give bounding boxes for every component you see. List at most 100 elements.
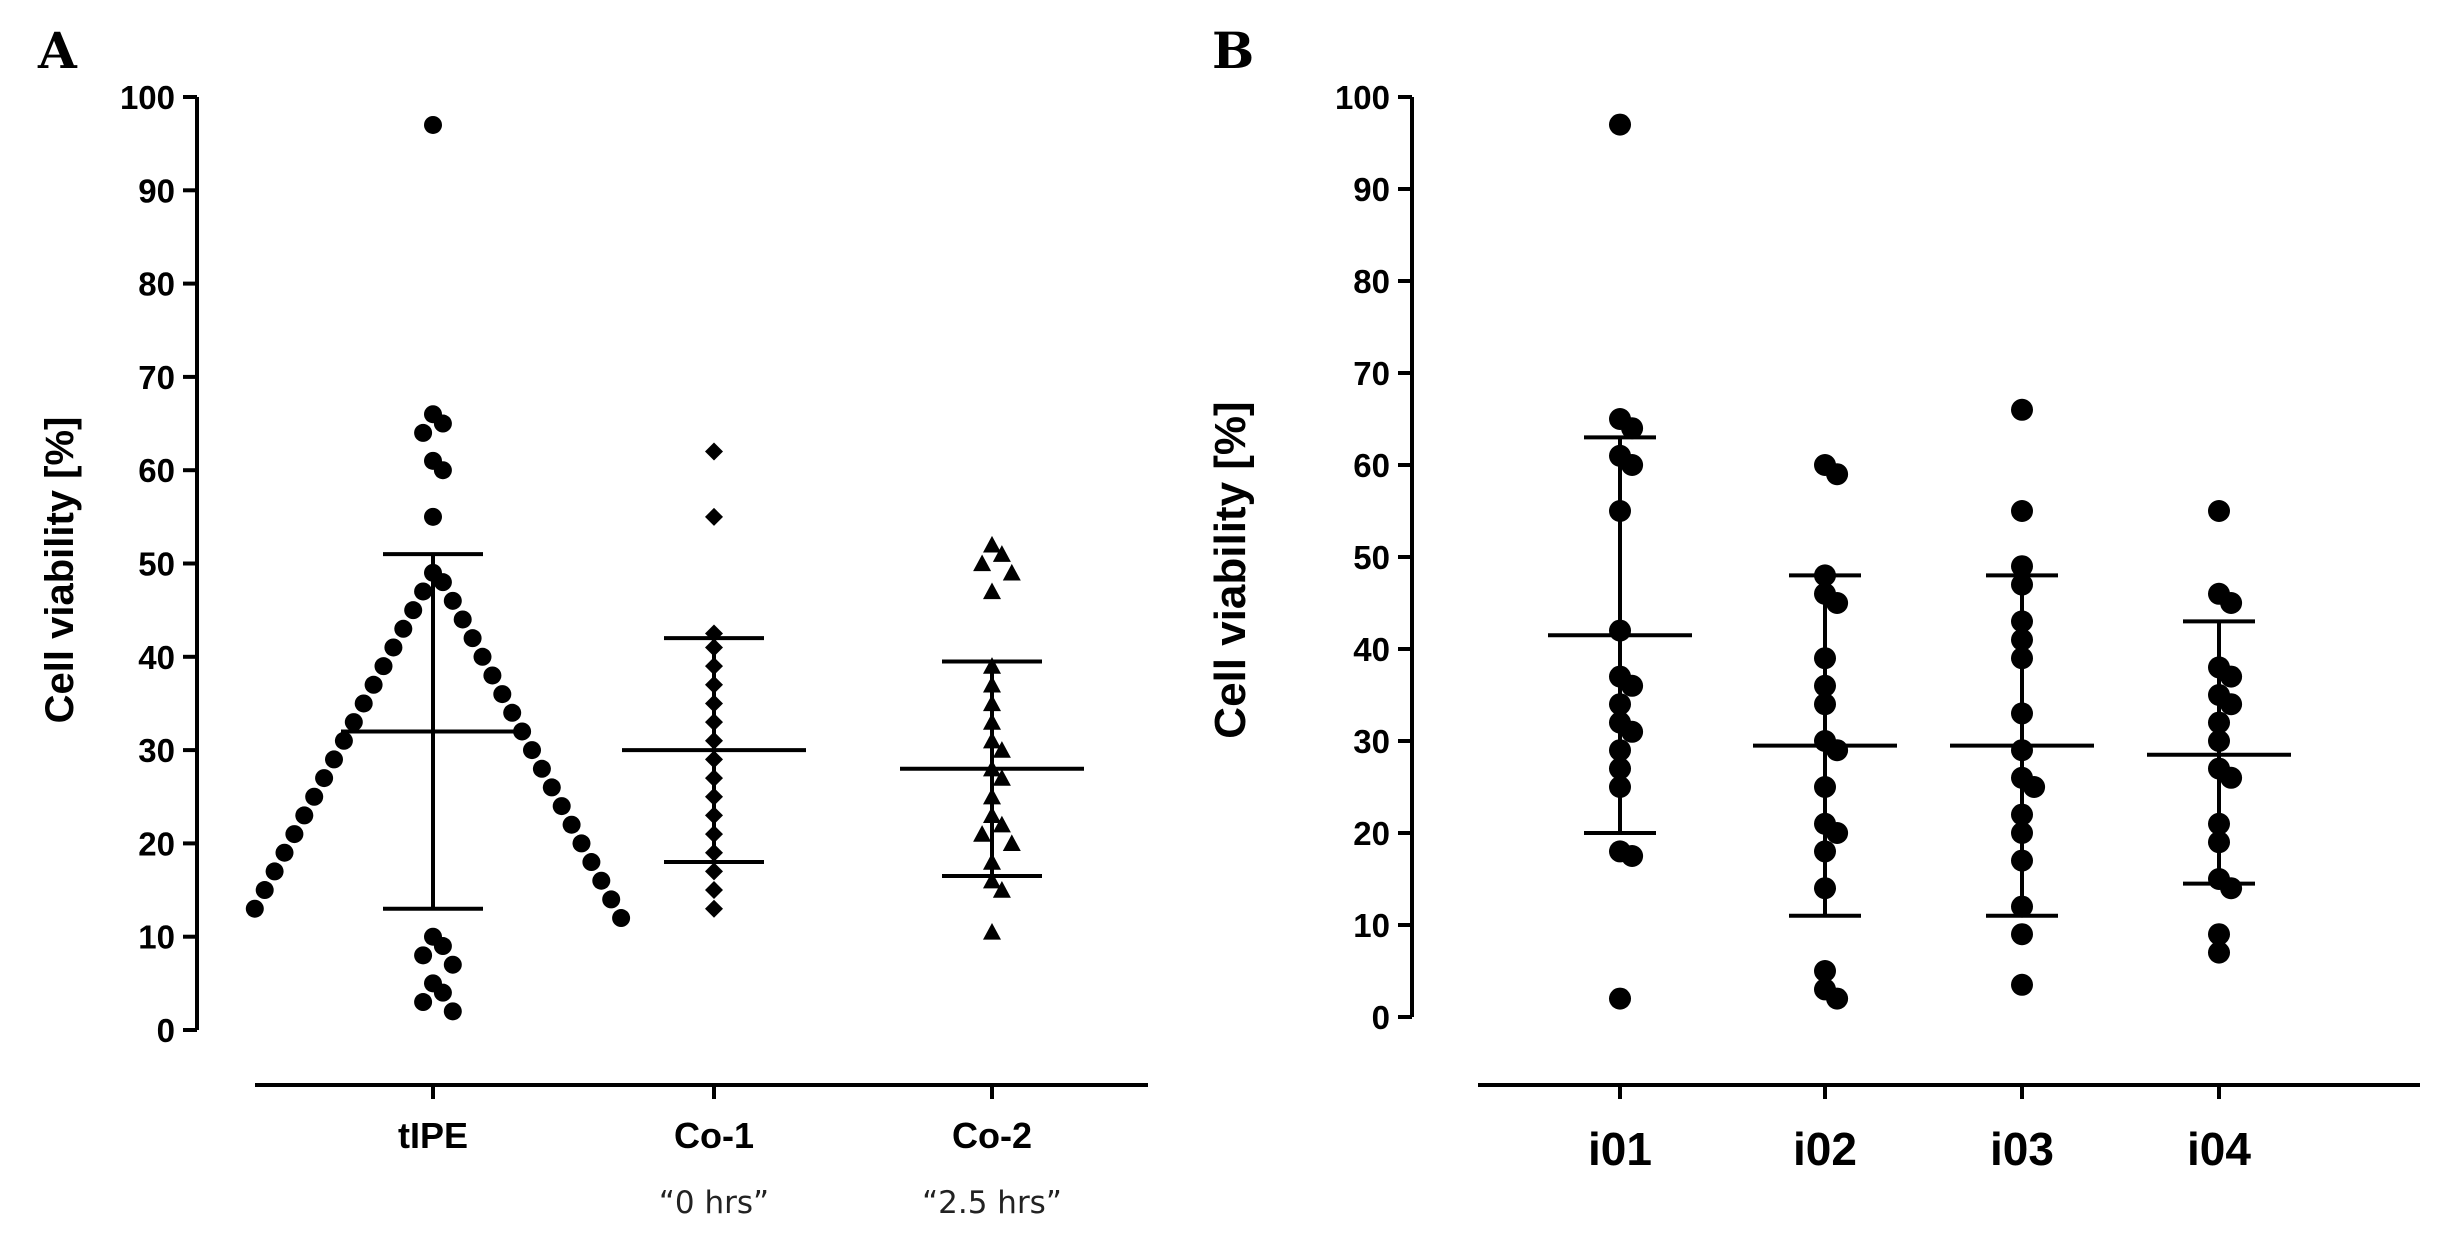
- panelB-y-tick-label: 90: [1353, 171, 1390, 208]
- panelB-point: [2208, 500, 2230, 522]
- panelA-point: [315, 769, 334, 788]
- panel-b-x-axis: i01 i02 i03 i04: [1478, 1083, 2420, 1175]
- panelA-point: [992, 545, 1011, 562]
- panelA-point: [973, 554, 992, 572]
- panelA-point: [992, 769, 1011, 786]
- panelA-category-sublabel: “2.5 hrs”: [922, 1185, 1062, 1221]
- panelA-point: [992, 815, 1011, 833]
- panelB-category-label: i04: [2187, 1123, 2251, 1175]
- panel-a-error-bars: [341, 552, 1084, 911]
- panelA-point: [705, 881, 723, 900]
- panelA-point: [394, 619, 413, 638]
- panelA-point: [523, 741, 541, 760]
- panelA-point: [983, 923, 1001, 940]
- panel-b-label: B: [1212, 21, 1254, 80]
- panelA-point: [705, 442, 723, 461]
- panelB-point: [1621, 674, 1644, 697]
- panelA-point: [433, 461, 452, 480]
- panelB-y-tick-label: 60: [1353, 447, 1390, 484]
- panelA-point: [325, 750, 343, 769]
- panelB-y-tick-label: 80: [1353, 263, 1390, 300]
- panelA-point: [424, 507, 442, 526]
- panelA-point: [384, 638, 403, 657]
- panelB-point: [2011, 555, 2033, 578]
- panelA-point: [414, 993, 433, 1012]
- panel-a-y-title: Cell viability [%]: [38, 417, 82, 724]
- panelA-point: [433, 573, 452, 592]
- panelA-point: [532, 759, 551, 778]
- panelA-y-tick-label: 100: [120, 79, 175, 116]
- panelA-y-tick-label: 20: [138, 825, 175, 862]
- panelA-point: [973, 825, 992, 842]
- panelA-point: [414, 946, 433, 965]
- panelA-point: [433, 937, 452, 956]
- panelA-point: [705, 507, 723, 526]
- panel-b-y-title: Cell viability [%]: [1206, 401, 1255, 738]
- panelA-y-tick-label: 50: [138, 546, 175, 583]
- panelA-point: [433, 983, 452, 1002]
- panelA-point: [414, 423, 433, 442]
- panelA-point: [582, 853, 601, 872]
- panelB-point: [2220, 877, 2243, 900]
- panelB-point: [2208, 923, 2230, 946]
- panelA-point: [265, 862, 284, 881]
- panelB-y-tick-label: 100: [1335, 79, 1390, 116]
- panelA-point: [592, 871, 611, 890]
- panelA-point: [364, 675, 383, 694]
- panelA-y-tick-label: 40: [138, 639, 175, 676]
- panelA-point: [493, 685, 512, 704]
- panelB-category-label: i03: [1990, 1123, 2054, 1175]
- panel-b-points: [1609, 113, 2243, 1010]
- panelB-point: [1826, 739, 1849, 762]
- panelA-point: [705, 899, 723, 918]
- panelA-point: [1002, 563, 1021, 581]
- panelA-y-tick-label: 0: [157, 1012, 175, 1049]
- panelB-point: [1609, 987, 1631, 1010]
- panelA-point: [305, 787, 324, 806]
- panelA-category-sublabel: “0 hrs”: [659, 1185, 769, 1221]
- panelA-point: [443, 955, 462, 974]
- panel-a-x-axis: tIPE Co-1 “0 hrs” Co-2 “2.5 hrs”: [255, 1083, 1148, 1221]
- panelA-point: [295, 806, 314, 825]
- panelB-category-label: i01: [1588, 1123, 1652, 1175]
- panelB-y-tick-label: 70: [1353, 355, 1390, 392]
- panelA-point: [572, 834, 591, 853]
- panelA-y-tick-label: 60: [138, 452, 175, 489]
- panelA-y-tick-label: 90: [138, 172, 175, 209]
- panelB-y-tick-label: 10: [1353, 907, 1390, 944]
- panelA-point: [612, 909, 631, 928]
- panelB-point: [1621, 720, 1644, 743]
- panelB-point: [1814, 960, 1836, 982]
- panelA-point: [483, 666, 502, 685]
- panelA-point: [344, 713, 363, 732]
- panelB-point: [1609, 113, 1631, 136]
- panelB-point: [2011, 398, 2033, 421]
- panelA-point: [354, 694, 373, 713]
- panelA-point: [983, 582, 1001, 600]
- panelA-point: [443, 1002, 462, 1021]
- panelB-point: [2220, 665, 2243, 688]
- panelB-point: [2220, 693, 2243, 716]
- panelA-point: [552, 797, 571, 816]
- panelA-point: [245, 899, 264, 918]
- panelA-point: [562, 815, 581, 834]
- panelB-point: [2220, 592, 2243, 614]
- panelB-point: [2011, 923, 2033, 946]
- panelA-point: [453, 610, 472, 629]
- panelA-point: [992, 741, 1011, 758]
- panelA-point: [424, 115, 442, 134]
- panelA-point: [285, 825, 304, 844]
- panelA-point: [275, 843, 294, 862]
- panelA-point: [983, 535, 1001, 553]
- panelB-point: [1826, 463, 1849, 486]
- panelA-point: [433, 414, 452, 433]
- panelB-point: [1826, 987, 1849, 1010]
- panelB-category-label: i02: [1793, 1123, 1857, 1175]
- panelB-point: [1826, 822, 1849, 844]
- panelB-y-tick-label: 0: [1372, 999, 1390, 1036]
- panelB-point: [1621, 454, 1644, 476]
- panel-a-label: A: [37, 21, 78, 80]
- panelB-point: [2208, 941, 2230, 964]
- panelA-category-label: Co-2: [952, 1115, 1032, 1156]
- panelB-y-tick-label: 30: [1353, 723, 1390, 760]
